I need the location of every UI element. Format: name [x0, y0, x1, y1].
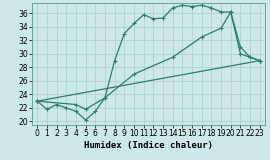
X-axis label: Humidex (Indice chaleur): Humidex (Indice chaleur)	[84, 141, 213, 150]
